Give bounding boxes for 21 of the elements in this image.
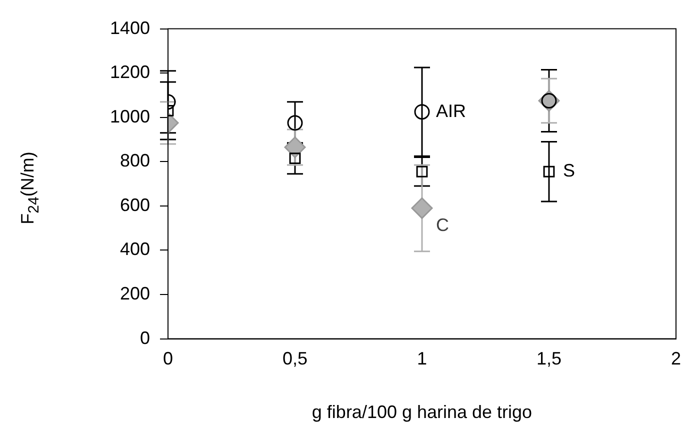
y-tick-label: 800 — [120, 150, 150, 171]
y-tick-label: 600 — [120, 194, 150, 215]
x-tick-label: 2 — [670, 348, 681, 369]
point — [414, 104, 430, 120]
x-axis-title: g fibra/100 g harina de trigo — [312, 402, 532, 422]
x-tick-label: 0 — [162, 348, 174, 369]
y-tick-label: 1400 — [110, 18, 150, 38]
y-tick-label: 1200 — [110, 62, 150, 82]
x-tick-label: 0,5 — [282, 348, 308, 369]
x-tick-label: 1 — [416, 348, 428, 369]
x-tick-label: 1,5 — [536, 348, 562, 369]
point — [543, 166, 555, 178]
y-tick-label: 1000 — [110, 106, 150, 126]
y-tick-label: 0 — [140, 328, 150, 348]
series-label: AIR — [436, 100, 466, 121]
point — [411, 197, 433, 219]
series-label: C — [436, 215, 449, 236]
point — [416, 166, 428, 178]
y-tick-label: 200 — [120, 283, 150, 304]
series-label: S — [562, 160, 576, 181]
y-tick-label: 400 — [120, 239, 150, 260]
